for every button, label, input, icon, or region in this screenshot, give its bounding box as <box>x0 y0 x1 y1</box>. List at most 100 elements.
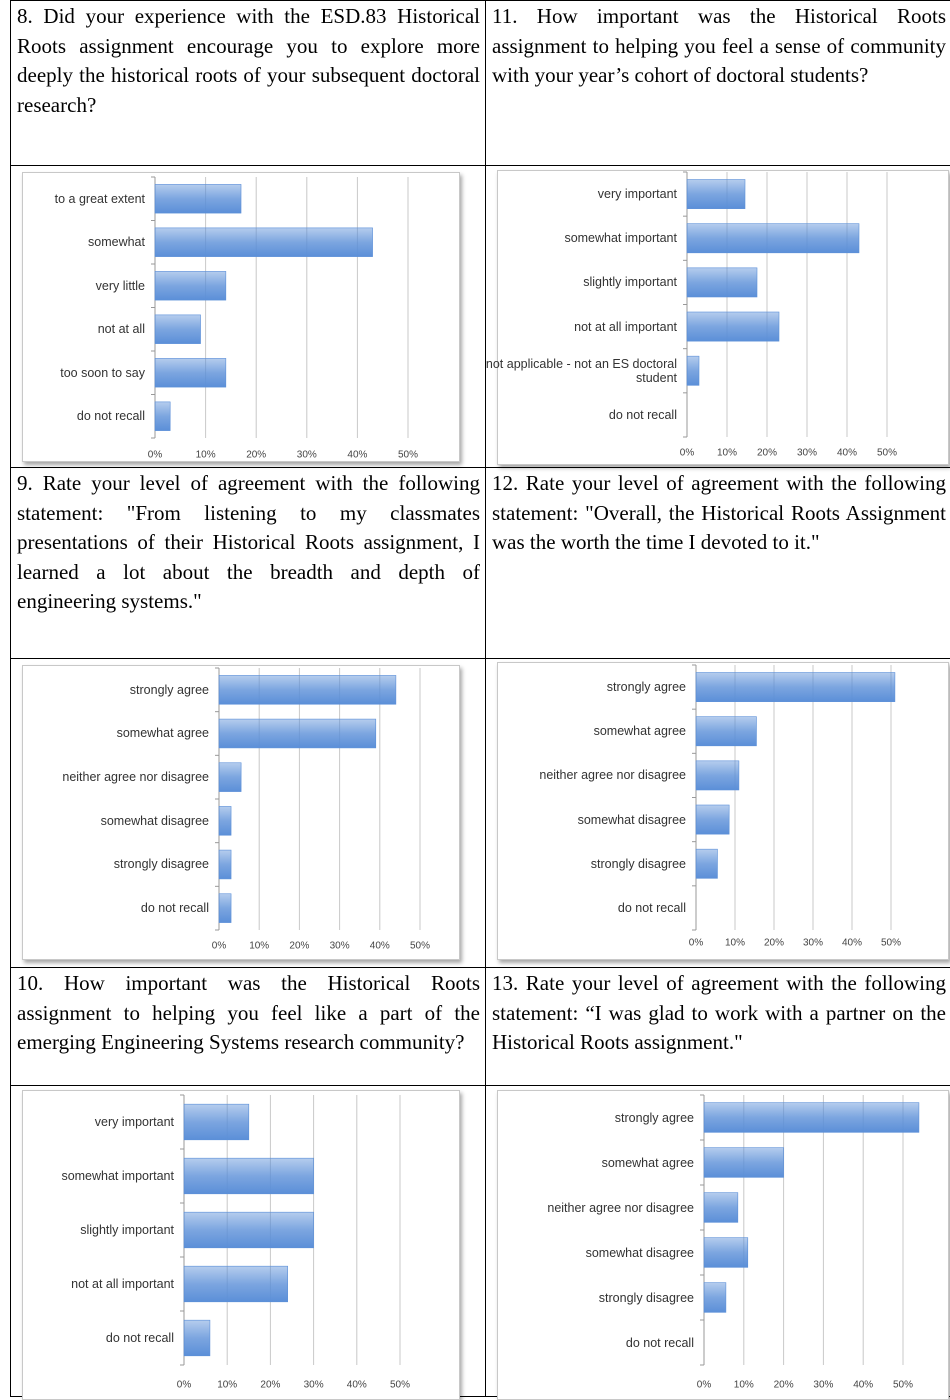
x-tick-label: 20% <box>757 448 777 459</box>
x-tick-label: 50% <box>410 941 430 952</box>
category-label: strongly disagree <box>113 857 209 872</box>
x-tick-label: 40% <box>347 1380 367 1391</box>
x-tick-label: 0% <box>680 448 695 459</box>
category-label: strongly disagree <box>590 856 686 871</box>
bar <box>218 849 232 880</box>
x-tick-label: 20% <box>246 450 266 461</box>
chart-frame <box>22 172 460 462</box>
bar <box>695 672 896 702</box>
x-tick-label: 30% <box>297 450 317 461</box>
x-tick-label: 10% <box>217 1380 237 1391</box>
bar <box>695 760 740 791</box>
bar <box>183 1157 314 1195</box>
bar <box>154 184 242 214</box>
category-label: strongly agree <box>614 1110 694 1125</box>
x-tick-label: 0% <box>177 1380 192 1391</box>
bar <box>686 355 700 386</box>
bar <box>183 1319 211 1357</box>
x-tick-label: 0% <box>689 938 704 949</box>
category-label: somewhat agree <box>116 726 209 741</box>
x-tick-label: 40% <box>370 941 390 952</box>
question-cell: 11. How important was the Historical Roo… <box>485 0 950 166</box>
bar <box>154 401 171 431</box>
bar <box>154 358 227 388</box>
x-tick-label: 30% <box>797 448 817 459</box>
category-label: not applicable - not an ES doctoral stud… <box>485 356 677 385</box>
category-label: too soon to say <box>60 365 145 380</box>
category-label: very important <box>94 1115 174 1129</box>
bar <box>686 179 746 209</box>
bar <box>183 1265 288 1303</box>
category-label: neither agree nor disagree <box>62 770 209 785</box>
category-label: do not recall <box>608 407 677 422</box>
x-tick-label: 0% <box>148 450 163 461</box>
bar <box>154 314 201 344</box>
category-label: somewhat important <box>61 1169 174 1183</box>
category-label: somewhat important <box>564 231 677 246</box>
category-label: somewhat agree <box>601 1155 694 1170</box>
category-label: somewhat <box>88 235 145 250</box>
x-tick-label: 50% <box>390 1380 410 1391</box>
category-label: slightly important <box>80 1223 174 1237</box>
category-label: to a great extent <box>54 191 145 206</box>
bar <box>703 1102 920 1133</box>
bar <box>218 718 377 749</box>
chart-frame <box>22 665 460 960</box>
bar <box>686 267 758 298</box>
bar <box>695 804 730 835</box>
category-label: not at all <box>97 322 145 337</box>
x-tick-label: 10% <box>725 938 745 949</box>
category-label: do not recall <box>140 901 209 916</box>
bar <box>703 1147 784 1178</box>
category-label: slightly important <box>583 275 677 290</box>
category-label: somewhat disagree <box>577 812 686 827</box>
bar <box>703 1282 727 1313</box>
x-tick-label: 30% <box>330 941 350 952</box>
category-label: strongly disagree <box>598 1290 694 1305</box>
category-label: neither agree nor disagree <box>539 768 686 783</box>
question-cell: 10. How important was the Historical Roo… <box>10 967 486 1086</box>
category-label: do not recall <box>617 900 686 915</box>
category-label: somewhat agree <box>593 724 686 739</box>
x-tick-label: 20% <box>289 941 309 952</box>
x-tick-label: 20% <box>764 938 784 949</box>
x-tick-label: 10% <box>717 448 737 459</box>
category-label: strongly agree <box>129 682 209 697</box>
bar <box>703 1192 739 1223</box>
category-label: somewhat disagree <box>585 1245 694 1260</box>
category-label: very important <box>597 187 677 202</box>
x-tick-label: 40% <box>842 938 862 949</box>
x-tick-label: 0% <box>212 941 227 952</box>
bar <box>703 1237 749 1268</box>
category-label: do not recall <box>625 1335 694 1350</box>
x-tick-label: 50% <box>398 450 418 461</box>
x-tick-label: 0% <box>697 1380 712 1391</box>
bar <box>154 271 227 301</box>
question-cell: 12. Rate your level of agreement with th… <box>485 467 950 659</box>
category-label: not at all important <box>574 319 677 334</box>
bar <box>695 848 718 879</box>
category-label: neither agree nor disagree <box>547 1200 694 1215</box>
bar <box>218 806 232 836</box>
x-tick-label: 10% <box>196 450 216 461</box>
x-tick-label: 40% <box>837 448 857 459</box>
x-tick-label: 20% <box>260 1380 280 1391</box>
category-label: not at all important <box>71 1277 174 1291</box>
x-tick-label: 40% <box>853 1380 873 1391</box>
bar <box>695 716 757 747</box>
x-tick-label: 50% <box>893 1380 913 1391</box>
bar <box>218 893 232 923</box>
bar <box>183 1103 250 1141</box>
bar <box>218 762 242 792</box>
question-cell: 9. Rate your level of agreement with the… <box>10 467 486 659</box>
bar <box>218 675 397 705</box>
x-tick-label: 20% <box>774 1380 794 1391</box>
category-label: very little <box>95 278 145 293</box>
x-tick-label: 40% <box>347 450 367 461</box>
bar <box>154 227 373 257</box>
x-tick-label: 30% <box>304 1380 324 1391</box>
x-tick-label: 10% <box>249 941 269 952</box>
bar <box>686 311 780 342</box>
